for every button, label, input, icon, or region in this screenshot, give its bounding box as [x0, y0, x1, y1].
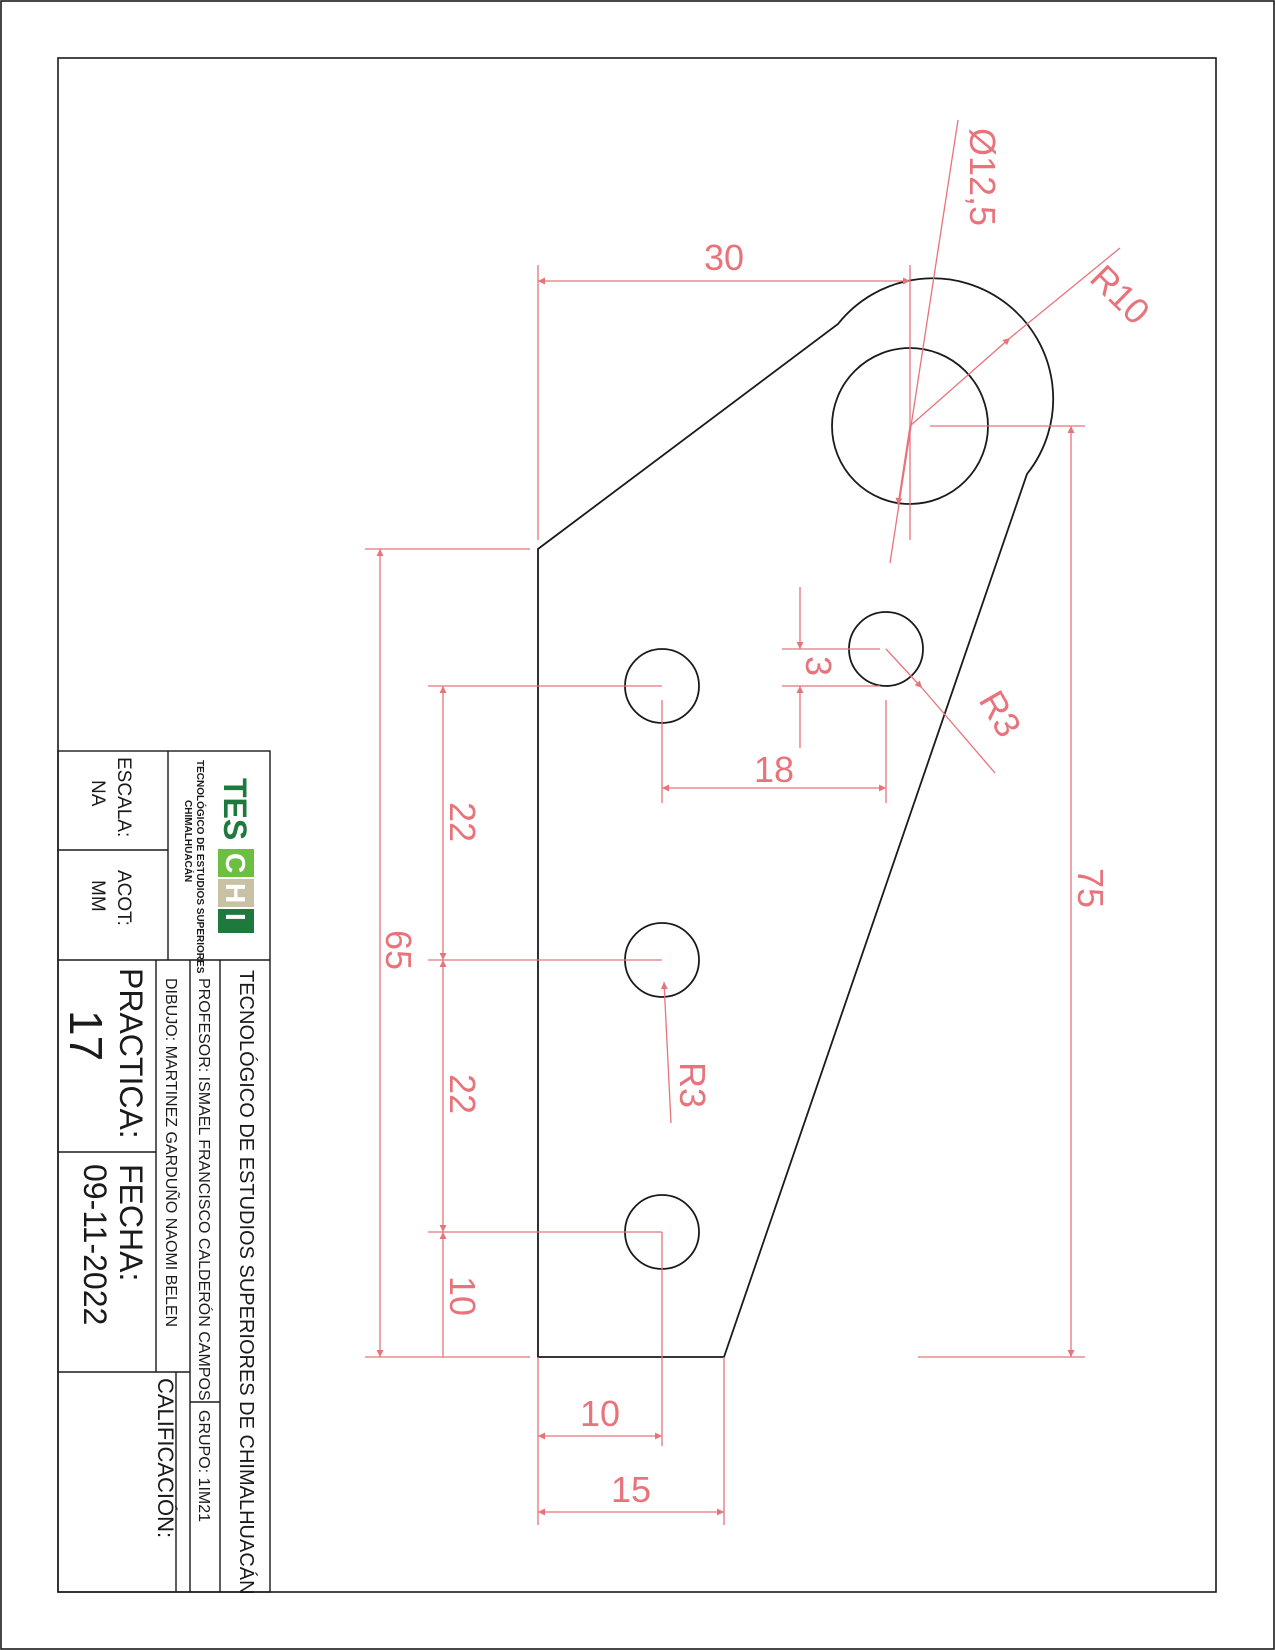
logo-tes: TES	[217, 778, 253, 840]
dim-base-width: 15	[611, 1469, 651, 1510]
logo-h: H	[220, 883, 251, 903]
dim-top-width: 30	[704, 237, 744, 278]
dimensions: 30 Ø12,5 R10 3 R3 18 22 22	[365, 119, 1158, 1525]
scale-label: ESCALA:	[113, 757, 134, 837]
institution-name: TECNOLÓGICO DE ESTUDIOS SUPERIORES DE CH…	[235, 970, 258, 1595]
date-value: 09-11-2022	[77, 1164, 113, 1325]
units-value: MM	[87, 880, 108, 912]
dim-hole-radius-lower: R3	[672, 1062, 713, 1108]
dim-bottom-hole-offset: 10	[442, 1276, 483, 1316]
dim-overall-height-right: 75	[1070, 868, 1111, 908]
professor-name: PROFESOR: ISMAEL FRANCISCO CALDERÓN CAMP…	[195, 978, 214, 1401]
title-block: ESCALA: NA ACOT: MM TES C H I TECNOLÓGIC…	[57, 750, 271, 1595]
practice-label: PRACTICA:	[113, 968, 149, 1139]
logo-line1: TECNOLÓGICO DE ESTUDIOS SUPERIORES	[194, 760, 207, 974]
units-label: ACOT:	[113, 870, 134, 926]
dim-hole-spacing-horizontal: 18	[754, 749, 794, 790]
date-label: FECHA:	[113, 1164, 149, 1281]
grade-label: CALIFICACIÓN:	[153, 1378, 178, 1538]
dim-hole-spacing-upper: 22	[442, 802, 483, 842]
scale-value: NA	[87, 780, 108, 807]
dim-eye-radius: R10	[1082, 257, 1158, 333]
group-label: GRUPO: 1IM21	[195, 1410, 212, 1522]
logo-i: I	[220, 913, 251, 921]
dim-hole-spacing-lower: 22	[442, 1074, 483, 1114]
logo-line2: CHIMALHUACÁN	[182, 800, 195, 882]
part-outline	[537, 277, 1055, 1358]
tesch-logo: TES C H I TECNOLÓGICO DE ESTUDIOS SUPERI…	[182, 760, 254, 974]
practice-number: 17	[60, 1010, 112, 1061]
dim-left-edge-height: 65	[378, 930, 419, 970]
drawn-by: DIBUJO: MARTINEZ GARDUÑO NAOMI BELEN	[162, 978, 182, 1327]
dim-hole-offset-vertical: 3	[798, 656, 839, 676]
logo-c: C	[220, 853, 251, 873]
dim-hole-radius-upper: R3	[971, 684, 1030, 744]
dim-hole-x-offset: 10	[580, 1393, 620, 1434]
dim-eye-diameter: Ø12,5	[962, 128, 1003, 226]
